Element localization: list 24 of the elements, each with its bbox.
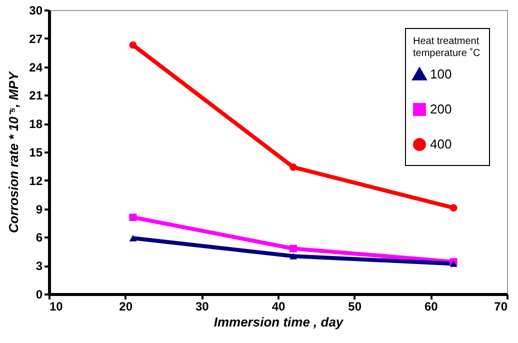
y-tick-label: 27 <box>29 32 43 46</box>
legend-label: 200 <box>430 102 452 116</box>
x-tick-label: 60 <box>424 300 438 314</box>
x-tick-label: 70 <box>494 300 508 314</box>
x-tick-label: 30 <box>195 300 210 314</box>
y-tick-label: 30 <box>29 4 43 18</box>
x-tick-label: 10 <box>50 300 64 314</box>
y-tick-label: 9 <box>36 202 43 216</box>
legend-label: 400 <box>430 136 452 152</box>
y-tick-label: 15 <box>29 146 43 160</box>
x-tick-label: 20 <box>119 300 133 314</box>
y-tick-label: 0 <box>36 288 43 302</box>
y-tick-label: 6 <box>36 230 43 245</box>
y-tick-label: 18 <box>29 117 43 132</box>
x-tick-label: 40 <box>272 300 286 314</box>
y-tick-label: 24 <box>29 60 43 74</box>
x-tick-label: 50 <box>348 300 362 314</box>
x-axis-title: Immersion time , day <box>214 314 344 330</box>
y-axis-title: Corrosion rate * 10⁻⁵, MPY <box>6 70 22 233</box>
y-tick-label: 12 <box>29 174 43 188</box>
y-tick-label: 3 <box>36 259 43 274</box>
legend-label: 100 <box>430 66 452 82</box>
y-tick-label: 21 <box>29 88 43 103</box>
legend-title: Heat treatment temperature ˚C <box>413 36 480 59</box>
